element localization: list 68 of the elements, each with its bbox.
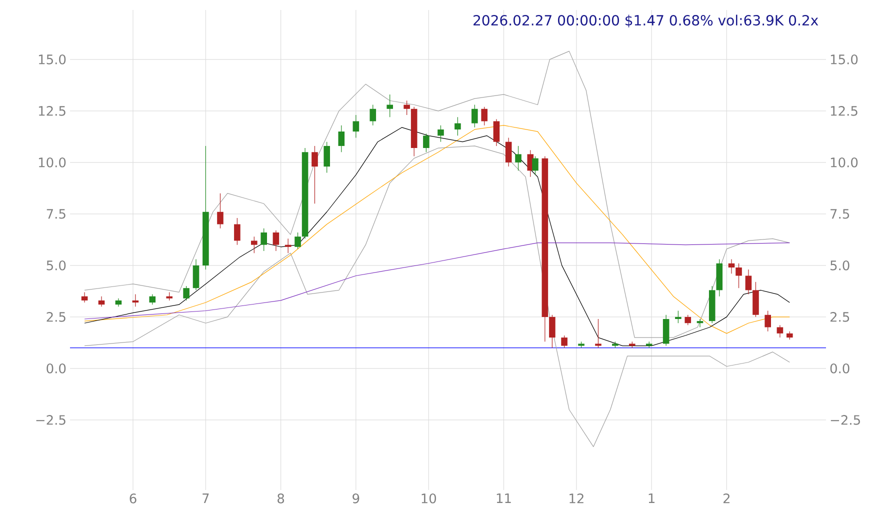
candlestick — [324, 142, 330, 174]
candlestick — [736, 263, 742, 289]
candlestick — [595, 318, 602, 348]
candlestick — [312, 146, 318, 204]
candlestick — [454, 116, 461, 136]
candlestick — [217, 193, 224, 229]
candlestick — [515, 146, 522, 172]
y2-tick-label: 5.0 — [830, 260, 850, 271]
candlestick — [549, 314, 556, 348]
y2-tick-label: 0.0 — [830, 364, 850, 374]
candlestick — [745, 269, 752, 295]
candlestick — [234, 218, 240, 246]
candlestick — [338, 125, 345, 153]
y-tick-label: 10.0 — [38, 158, 66, 168]
candlestick — [251, 236, 258, 254]
candlestick — [98, 296, 105, 308]
candlestick — [532, 156, 538, 176]
y2-tick-label: 15.0 — [830, 54, 858, 65]
x-tick-label: 7 — [202, 494, 209, 504]
x-tick-label: 1 — [648, 494, 654, 504]
candlestick — [81, 292, 88, 303]
x-tick-label: 11 — [496, 494, 511, 504]
candlestick — [472, 104, 478, 128]
y-tick-label: 12.5 — [38, 106, 66, 116]
candlestick — [764, 310, 771, 332]
y-tick-label: 7.5 — [46, 209, 66, 219]
candlestick — [696, 318, 704, 328]
x-tick-label: 12 — [570, 494, 584, 504]
candlestick — [505, 138, 512, 168]
x-tick-label: 6 — [130, 494, 136, 504]
candlestick — [684, 314, 692, 326]
y-tick-label: 0.0 — [46, 364, 66, 374]
y2-tick-label: −2.5 — [830, 415, 860, 426]
candlestick — [260, 228, 268, 252]
candlestick — [728, 259, 735, 274]
y2-tick-label: 2.5 — [830, 312, 850, 322]
candlestick — [272, 230, 280, 252]
candlestick — [438, 125, 444, 142]
candlestick — [404, 100, 410, 116]
x-tick-label: 2 — [723, 494, 730, 504]
candlestick — [352, 114, 360, 138]
y2-tick-label: 7.5 — [830, 209, 850, 219]
y-tick-label: 2.5 — [46, 312, 66, 322]
candlestick — [294, 232, 301, 250]
candlestick — [776, 325, 784, 338]
candlestick — [370, 104, 376, 126]
line-series — [84, 242, 790, 320]
candlestick — [561, 335, 568, 348]
y-tick-label: 5.0 — [46, 260, 66, 271]
y2-tick-label: 10.0 — [830, 158, 858, 168]
x-tick-label: 9 — [352, 494, 360, 504]
candlestick — [183, 286, 190, 301]
x-tick-label: 10 — [422, 494, 436, 504]
chart-title: 2026.02.27 00:00:00 $1.47 0.68% vol:63.9K 0.2x — [474, 14, 818, 28]
y-tick-label: −2.5 — [36, 415, 66, 426]
y2-tick-label: 12.5 — [830, 106, 858, 116]
candlestick — [481, 106, 488, 126]
candlestick — [284, 238, 292, 254]
candlestick — [192, 259, 200, 291]
candlestick — [493, 119, 500, 146]
candlestick — [132, 294, 139, 308]
candlestick — [149, 294, 156, 306]
y-tick-label: 15.0 — [38, 54, 66, 65]
line-series — [84, 51, 790, 338]
candlestick — [423, 133, 430, 153]
x-tick-label: 8 — [278, 494, 284, 504]
candlestick — [386, 94, 393, 118]
candlestick — [675, 310, 682, 324]
